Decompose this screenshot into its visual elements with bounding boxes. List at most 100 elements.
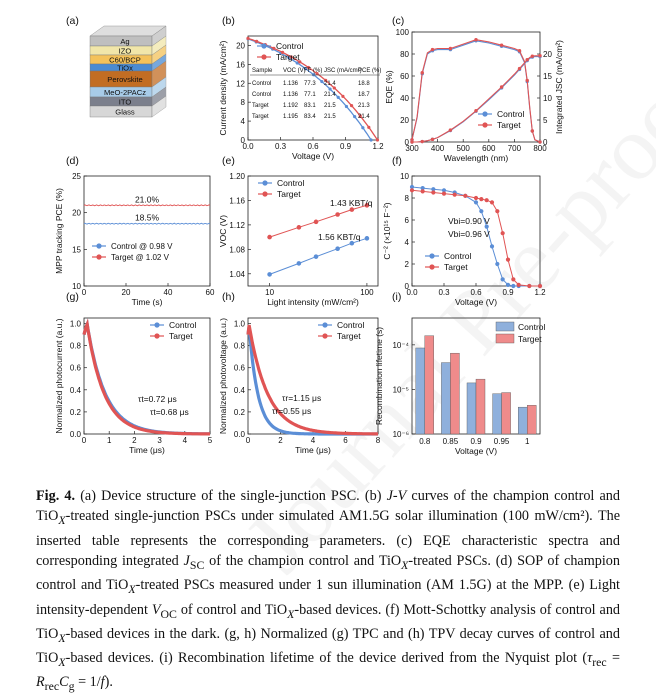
eqe-point [499,43,504,47]
y-axis-label: EQE (%) [384,70,394,104]
eqe-point [474,38,478,42]
caption-text: ). [104,674,113,691]
x-tick-label: 0.0 [406,288,418,297]
panel-label-a: (a) [66,15,79,27]
x-tick-label: 600 [482,144,496,153]
x-tick-label: 0.9 [502,288,514,297]
panel-label-h: (h) [222,291,235,303]
y-tick-label: 60 [400,72,409,81]
jv-curve-0 [247,38,372,141]
voc-fit-1 [269,204,368,238]
x-tick-label: 400 [431,144,445,153]
ms-point [441,188,447,193]
eqe-point [530,54,535,58]
y-tick-label: 1.12 [229,221,245,230]
caption-text: R [36,674,45,691]
h-tau-label: τr=0.55 μs [272,406,311,416]
legend-marker [154,322,160,328]
legend-marker [322,333,328,339]
ms-point [511,283,516,289]
x-tick-label: 0.9 [470,437,482,446]
legend-label: Target [277,189,301,199]
y-tick-label: 0.2 [234,408,246,417]
y-tick-label: 20 [400,116,409,125]
x-tick-label: 40 [164,288,173,297]
caption-text: = [606,649,620,666]
legend-label: Control [518,322,546,332]
eqe-point [448,128,453,132]
caption-text: of the champion control and TiO [204,553,402,570]
caption-text: -based devices in the dark. (g, h) Norma… [36,625,620,666]
eqe-series-0 [411,40,541,143]
x-tick-label: 1.2 [534,288,546,297]
g-tau-label: τt=0.68 μs [150,407,189,417]
bar-control [415,347,425,435]
voc-point [313,219,319,225]
legend-label: Target [497,120,521,130]
panel-label-i: (i) [392,291,401,303]
x-tick-label: 0.0 [242,142,254,151]
legend-swatch [495,321,515,332]
x-axis-label: Voltage (V) [455,446,497,456]
caption-text: J-V [386,488,407,504]
y-axis-label: Current density (mA/cm²) [218,40,228,135]
y-tick-label: 8 [405,194,410,203]
ms-point [537,283,543,289]
jv-point [303,66,308,71]
x-tick-label: 0.3 [438,288,450,297]
ms-point [527,283,532,289]
g-tau-label: τt=0.72 μs [138,394,177,404]
ms-point [489,200,495,205]
ms-point [409,188,415,193]
x-axis-label: Light intensity (mW/cm²) [267,297,359,307]
ms-point [420,186,425,191]
ms-point [431,187,436,192]
caption-fig-label: Fig. 4. [36,488,76,504]
y-tick-label: 0.0 [70,430,82,439]
panel-e [247,175,379,287]
legend-marker [154,333,160,339]
y-tick-label: 10 [400,172,409,181]
legend-label: Control [337,320,365,330]
layer-label: ITO [119,98,132,107]
x-tick-label: 700 [508,144,522,153]
y-tick-label: 0.6 [234,364,246,373]
table-cell: 21.4 [324,92,336,98]
x-axis-label: Voltage (V) [455,297,497,307]
x-tick-label: 2 [278,436,283,445]
caption-text: X [287,606,295,621]
bar-target [527,405,537,435]
eqe-point [499,85,504,89]
voc-point [335,246,340,252]
legend-marker [261,43,267,49]
layer-label: MeO-2PACz [104,88,146,97]
table-cell: Control [252,81,271,87]
ms-point [500,277,505,282]
caption-text: -based devices. (i) Recombination lifeti… [65,649,588,666]
y-tick-label: 10 [72,282,81,291]
x-tick-label: 4 [183,436,188,445]
y-axis-label: VOC (V) [218,215,228,247]
x-tick-label: 0 [246,436,251,445]
y-tick-label: 10⁻⁵ [393,385,409,394]
y-tick-label: 25 [72,172,81,181]
legend-label: Target [169,331,193,341]
eqe-point [530,129,535,133]
x-tick-label: 0.85 [443,437,459,446]
table-cell: 77.3 [304,81,316,87]
jv-point [312,73,316,77]
ms-point [484,224,489,229]
ms-point [452,192,457,197]
jv-point [328,87,332,91]
jv-point [332,86,336,90]
voc-point [313,254,319,259]
ms-point [505,257,511,262]
vbi-label-target: Vbi=0.96 V [448,229,490,239]
legend-label: Control [277,178,305,188]
ms-point [484,198,489,203]
eqe-point [538,54,542,58]
y-axis-label: Normalized photovoltage (a.u.) [218,318,228,434]
legend-marker [322,322,328,328]
eqe-point [448,46,453,51]
vbi-label-control: Vbi=0.90 V [448,216,490,226]
